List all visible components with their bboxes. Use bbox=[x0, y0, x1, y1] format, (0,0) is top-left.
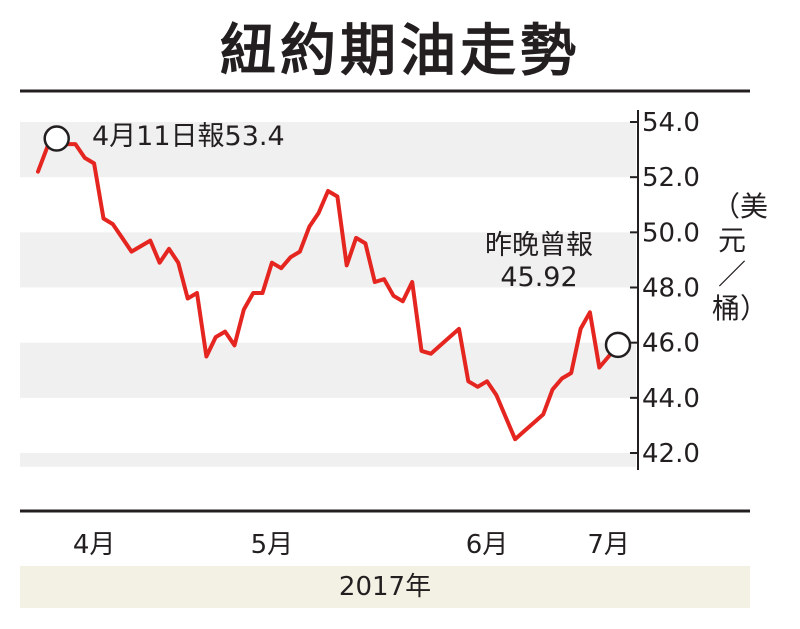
x-tick-label: 5月 bbox=[251, 530, 294, 560]
y-tick-label: 50.0 bbox=[642, 218, 700, 248]
grid-band-0 bbox=[20, 122, 636, 178]
x-tick-label: 6月 bbox=[466, 530, 509, 560]
markers-layer bbox=[43, 125, 632, 359]
grid-band-3 bbox=[20, 453, 636, 467]
y-tick-label: 42.0 bbox=[642, 439, 700, 469]
peak-marker bbox=[43, 125, 70, 152]
latest-annotation-line1: 昨晚曾報 bbox=[485, 230, 593, 261]
unit-label: （美元／桶） bbox=[712, 190, 769, 325]
year-band bbox=[20, 566, 750, 608]
price-line bbox=[36, 136, 620, 442]
peak-annotation: 4月11日報53.4 bbox=[92, 121, 285, 152]
y-tick-label: 48.0 bbox=[642, 274, 700, 304]
chart-title: 紐約期油走勢 bbox=[220, 18, 580, 84]
series-layer bbox=[36, 136, 620, 442]
grid-bands bbox=[20, 122, 636, 467]
y-tick-label: 52.0 bbox=[642, 163, 700, 193]
x-axis-ticks: 4月 5月 6月 7月 bbox=[73, 530, 630, 560]
year-label: 2017年 bbox=[338, 572, 432, 602]
latest-marker bbox=[604, 331, 632, 359]
y-axis-ticks: 54.0 52.0 50.0 48.0 46.0 44.0 42.0 bbox=[630, 108, 700, 469]
latest-annotation-line2: 45.92 bbox=[500, 262, 578, 293]
y-tick-label: 46.0 bbox=[642, 329, 700, 359]
grid-band-2 bbox=[20, 342, 636, 398]
x-tick-label: 4月 bbox=[73, 530, 116, 560]
latest-annotation: 昨晚曾報 45.92 bbox=[454, 230, 624, 294]
x-tick-label: 7月 bbox=[587, 530, 630, 560]
y-tick-label: 54.0 bbox=[642, 108, 700, 138]
y-tick-label: 44.0 bbox=[642, 384, 700, 414]
